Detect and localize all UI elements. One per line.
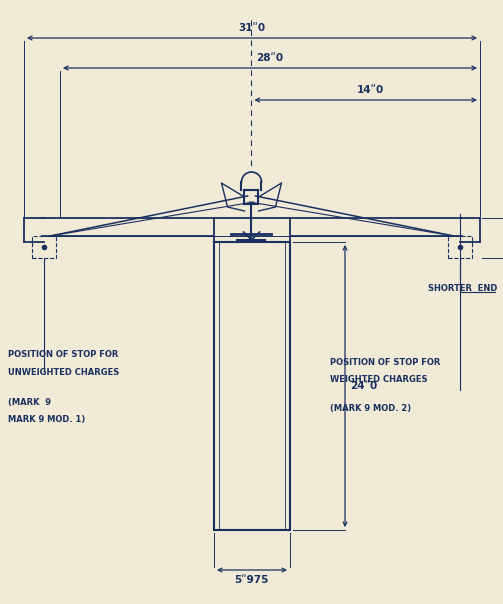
Text: POSITION OF STOP FOR: POSITION OF STOP FOR [8,350,118,359]
Text: WEIGHTED CHARGES: WEIGHTED CHARGES [330,375,428,384]
Text: 28ʺ0: 28ʺ0 [257,53,284,63]
Text: SHORTER  END: SHORTER END [428,284,497,293]
Bar [448,236,472,258]
Text: 14ʺ0: 14ʺ0 [357,85,384,95]
Text: MARK 9 MOD. 1): MARK 9 MOD. 1) [8,415,85,424]
Text: 31ʺ0: 31ʺ0 [238,23,265,33]
Text: (MARK 9 MOD. 2): (MARK 9 MOD. 2) [330,404,411,413]
Bar [32,236,56,258]
Text: (MARK  9: (MARK 9 [8,398,51,407]
Text: 5ʺ975: 5ʺ975 [234,575,269,585]
Text: UNWEIGHTED CHARGES: UNWEIGHTED CHARGES [8,368,119,377]
Text: POSITION OF STOP FOR: POSITION OF STOP FOR [330,358,440,367]
Text: 24ʺ0: 24ʺ0 [350,381,377,391]
